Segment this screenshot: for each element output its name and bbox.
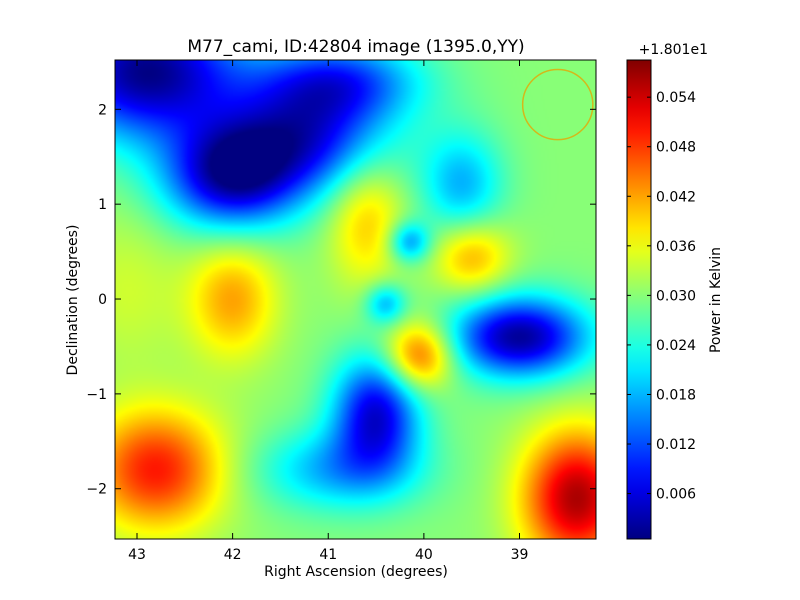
colorbar-tick-label: 0.018 [656,387,696,403]
y-axis-ticks: 2 1 0 −1 −2 [86,102,596,498]
x-axis-ticks: 43 42 41 40 39 [128,60,528,563]
x-tick-label: 40 [415,547,433,563]
colorbar-tick-label: 0.012 [656,437,696,453]
colorbar-label: Power in Kelvin [708,247,724,353]
y-axis-label: Declination (degrees) [65,225,81,376]
colorbar-tick-label: 0.030 [656,288,696,304]
y-tick-label: 0 [98,292,107,308]
colorbar-offset-text: +1.801e1 [639,42,708,58]
colorbar-tick-label: 0.048 [656,140,696,156]
y-tick-label: −2 [86,482,107,498]
y-tick-label: 2 [98,102,107,118]
y-tick-label: 1 [98,197,107,213]
x-tick-label: 41 [319,547,337,563]
x-tick-label: 39 [511,547,529,563]
beam-marker [521,68,594,141]
colorbar-tick-label: 0.024 [656,338,696,354]
x-tick-label: 43 [128,547,146,563]
chart-title: M77_cami, ID:42804 image (1395.0,YY) [187,37,524,57]
colorbar-tick-label: 0.006 [656,487,696,503]
heatmap-image [115,60,596,539]
x-tick-label: 42 [224,547,242,563]
colorbar [626,59,652,540]
y-tick-label: −1 [86,387,107,403]
colorbar-tick-label: 0.042 [656,189,696,205]
colorbar-tick-label: 0.054 [656,90,696,106]
x-axis-label: Right Ascension (degrees) [264,564,448,580]
colorbar-tick-label: 0.036 [656,239,696,255]
colorbar-ticks: 0.006 0.012 0.018 0.024 0.030 0.036 0.042 0.048… [627,90,696,503]
